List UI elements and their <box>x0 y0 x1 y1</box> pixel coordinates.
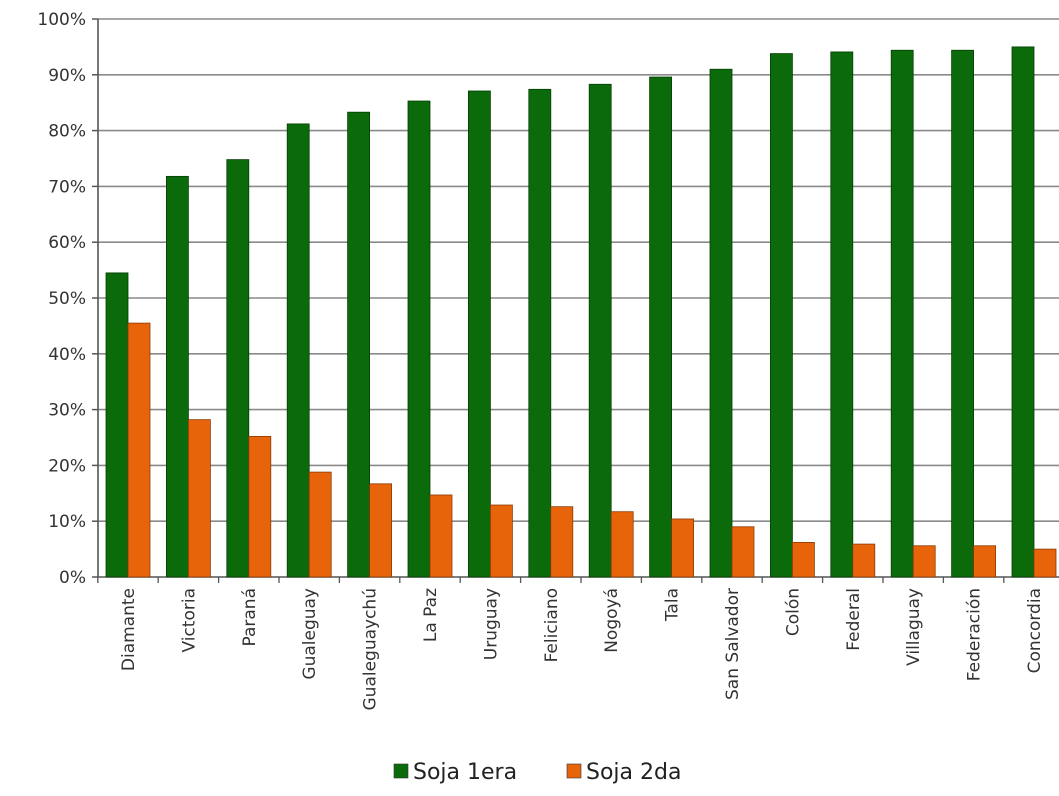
y-tick-label: 10% <box>48 512 86 532</box>
x-category-labels: Diamante Victoria Paraná Gualeguay Gualeguay… <box>119 588 1045 711</box>
y-tick-label: 50% <box>48 289 86 309</box>
x-category-label: Federación <box>965 588 985 681</box>
bar-soja-2da <box>1033 548 1057 578</box>
bar-soja-1era <box>709 68 733 578</box>
legend-swatch-soja-1era <box>393 763 409 779</box>
x-category-label: Victoria <box>179 588 199 653</box>
bar-soja-1era <box>226 159 250 578</box>
bar-soja-1era <box>105 272 129 578</box>
x-category-label: Feliciano <box>542 588 562 662</box>
x-category-label: Villaguay <box>904 588 924 666</box>
bar-soja-2da <box>731 526 755 578</box>
x-category-label: Concordia <box>1025 588 1045 673</box>
x-category-label: La Paz <box>421 588 441 642</box>
y-tick-labels: 0% 10% 20% 30% 40% 50% 60% 70% 80% 90% 100% <box>37 10 86 588</box>
bar-soja-1era <box>588 83 612 578</box>
bars <box>105 46 1057 578</box>
bar-soja-2da <box>429 494 453 578</box>
y-tick-label: 70% <box>48 177 86 197</box>
bar-soja-2da <box>610 511 634 578</box>
bar-soja-1era <box>830 51 854 578</box>
bar-soja-2da <box>127 322 151 578</box>
bar-soja-1era <box>1011 46 1035 578</box>
x-category-label: Nogoyá <box>602 588 622 653</box>
y-tick-label: 20% <box>48 456 86 476</box>
bar-soja-2da <box>852 543 876 578</box>
legend-label-soja-2da: Soja 2da <box>586 760 681 785</box>
bar-soja-2da <box>973 545 996 578</box>
legend-label-soja-1era: Soja 1era <box>413 760 517 785</box>
legend-swatch-soja-2da <box>566 763 582 779</box>
x-category-label: Diamante <box>119 588 139 671</box>
x-category-label: Gualeguay <box>300 588 320 680</box>
bar-soja-2da <box>792 542 815 578</box>
bar-soja-2da <box>308 471 332 578</box>
legend: Soja 1era Soja 2da <box>393 760 681 785</box>
x-category-label: Gualeguaychú <box>361 588 381 711</box>
y-tick-label: 80% <box>48 122 86 142</box>
x-category-label: Uruguay <box>481 588 501 660</box>
bar-soja-2da <box>369 483 393 578</box>
bar-soja-1era <box>528 88 552 578</box>
bar-soja-1era <box>407 100 431 578</box>
bar-soja-2da <box>248 435 272 578</box>
x-category-label: Federal <box>844 588 864 651</box>
bar-soja-2da <box>550 506 574 578</box>
bar-soja-1era <box>770 53 793 578</box>
y-tick-label: 40% <box>48 345 86 365</box>
y-tick-label: 60% <box>48 233 86 253</box>
x-category-label: Paraná <box>240 588 260 647</box>
bar-soja-1era <box>165 175 189 578</box>
bar-soja-1era <box>347 111 371 578</box>
x-category-label: Colón <box>783 588 803 636</box>
x-category-label: Tala <box>663 588 683 622</box>
bar-soja-2da <box>671 518 694 578</box>
bar-soja-1era <box>286 123 310 578</box>
bar-soja-2da <box>489 504 513 578</box>
bar-soja-2da <box>187 419 211 578</box>
bar-soja-1era <box>890 49 914 578</box>
x-category-label: San Salvador <box>723 588 743 700</box>
bar-soja-2da <box>912 545 936 578</box>
bar-soja-1era <box>467 90 491 578</box>
y-tick-label: 90% <box>48 66 86 86</box>
bar-soja-1era <box>649 76 672 578</box>
bar-soja-1era <box>951 49 974 578</box>
y-tick-label: 100% <box>37 10 86 30</box>
y-tick-label: 30% <box>48 401 86 421</box>
y-tick-label: 0% <box>59 568 86 588</box>
